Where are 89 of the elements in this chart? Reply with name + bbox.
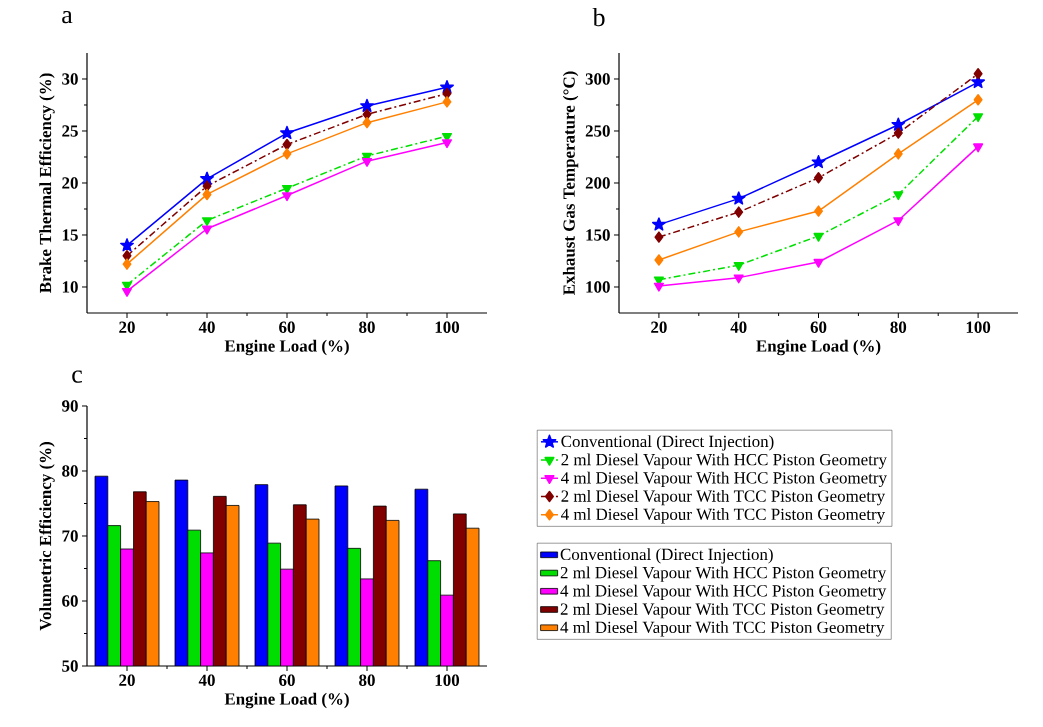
y-tick-label: 90 xyxy=(62,400,78,412)
x-axis-title: Engine Load (%) xyxy=(756,339,881,356)
point xyxy=(441,139,453,149)
legend-label: 4 ml Diesel Vapour With HCC Piston Geometry xyxy=(560,584,887,601)
x-axis-title: Engine Load (%) xyxy=(224,339,349,356)
point xyxy=(120,238,134,252)
point xyxy=(734,206,744,218)
legend-label: 4 ml Diesel Vapour With TCC Piston Geometry xyxy=(560,621,885,637)
legend-label: Conventional (Direct Injection) xyxy=(560,548,773,564)
y-tick-label: 20 xyxy=(62,177,78,189)
point xyxy=(654,231,664,243)
point xyxy=(653,282,664,292)
point xyxy=(280,125,294,140)
point xyxy=(201,217,213,227)
y-tick-label: 300 xyxy=(585,73,610,85)
legend-label: 2 ml Diesel Vapour With HCC Piston Geometry xyxy=(561,453,887,469)
x-tick-label: 60 xyxy=(279,321,295,333)
y-tick-label: 200 xyxy=(585,177,610,189)
y-tick-label: 80 xyxy=(62,465,78,477)
point xyxy=(813,258,824,268)
y-tick-label: 100 xyxy=(586,281,610,293)
point xyxy=(814,205,824,217)
x-tick-label: 80 xyxy=(359,674,375,686)
point xyxy=(734,226,744,238)
x-tick-label: 20 xyxy=(651,321,667,333)
point xyxy=(122,258,132,270)
point xyxy=(201,225,213,235)
point xyxy=(360,98,374,113)
point xyxy=(893,191,904,201)
point xyxy=(893,127,903,139)
point xyxy=(282,148,292,160)
point xyxy=(973,143,984,153)
x-tick-label: 60 xyxy=(810,321,827,333)
point xyxy=(891,117,906,131)
legend-label: 2 ml Diesel Vapour With TCC Piston Geometry xyxy=(560,602,885,619)
legend-label: 2 ml Diesel Vapour With HCC Piston Geometry xyxy=(560,566,887,582)
x-tick-label: 40 xyxy=(198,674,215,686)
y-axis-title: Volumetric Efficiency (%) xyxy=(39,442,55,631)
y-tick-label: 150 xyxy=(586,229,610,241)
point xyxy=(973,113,984,123)
point xyxy=(442,96,452,108)
x-tick-label: 80 xyxy=(359,321,375,333)
point xyxy=(651,217,666,231)
legend-label: 2 ml Diesel Vapour With TCC Piston Geometry xyxy=(561,489,886,506)
point xyxy=(362,116,372,129)
x-tick-label: 100 xyxy=(966,321,991,333)
point xyxy=(893,217,904,227)
point xyxy=(281,184,293,194)
x-tick-label: 20 xyxy=(119,321,135,333)
point xyxy=(733,261,744,271)
y-tick-label: 30 xyxy=(62,73,78,85)
y-tick-label: 70 xyxy=(62,530,78,542)
point xyxy=(654,254,664,266)
y-tick-label: 25 xyxy=(62,125,78,137)
point xyxy=(200,171,214,185)
y-axis-title: Exhaust Gas Temperature (°C) xyxy=(562,71,579,295)
point xyxy=(813,232,824,242)
x-tick-label: 40 xyxy=(198,321,215,333)
x-tick-label: 20 xyxy=(119,674,135,686)
point xyxy=(811,154,826,169)
x-tick-label: 80 xyxy=(890,321,907,333)
legend-label: 4 ml Diesel Vapour With HCC Piston Geometry xyxy=(561,471,887,488)
point xyxy=(282,138,292,151)
chart-title: b xyxy=(592,8,605,27)
y-tick-label: 250 xyxy=(585,125,610,137)
point xyxy=(281,192,293,202)
chart-title: a xyxy=(62,10,73,24)
point xyxy=(202,188,212,201)
y-tick-label: 10 xyxy=(62,281,78,293)
point xyxy=(121,287,133,297)
point xyxy=(893,148,903,160)
chart-title: c xyxy=(72,370,82,383)
point xyxy=(973,68,983,80)
legend-label: 4 ml Diesel Vapour With TCC Piston Geometry xyxy=(561,508,886,524)
y-tick-label: 60 xyxy=(62,595,78,607)
y-axis-title: Brake Thermal Efficiency (%) xyxy=(39,73,55,294)
x-tick-label: 100 xyxy=(435,674,460,686)
point xyxy=(733,274,744,284)
x-tick-label: 100 xyxy=(435,321,460,333)
point xyxy=(361,157,373,167)
legend-label: Conventional (Direct Injection) xyxy=(561,435,774,451)
y-tick-label: 50 xyxy=(62,660,78,672)
point xyxy=(973,94,983,106)
point xyxy=(814,172,824,184)
x-tick-label: 60 xyxy=(279,674,295,686)
point xyxy=(731,191,746,205)
y-tick-label: 15 xyxy=(62,229,78,241)
x-axis-title: Engine Load (%) xyxy=(224,692,349,709)
x-tick-label: 40 xyxy=(730,321,747,333)
